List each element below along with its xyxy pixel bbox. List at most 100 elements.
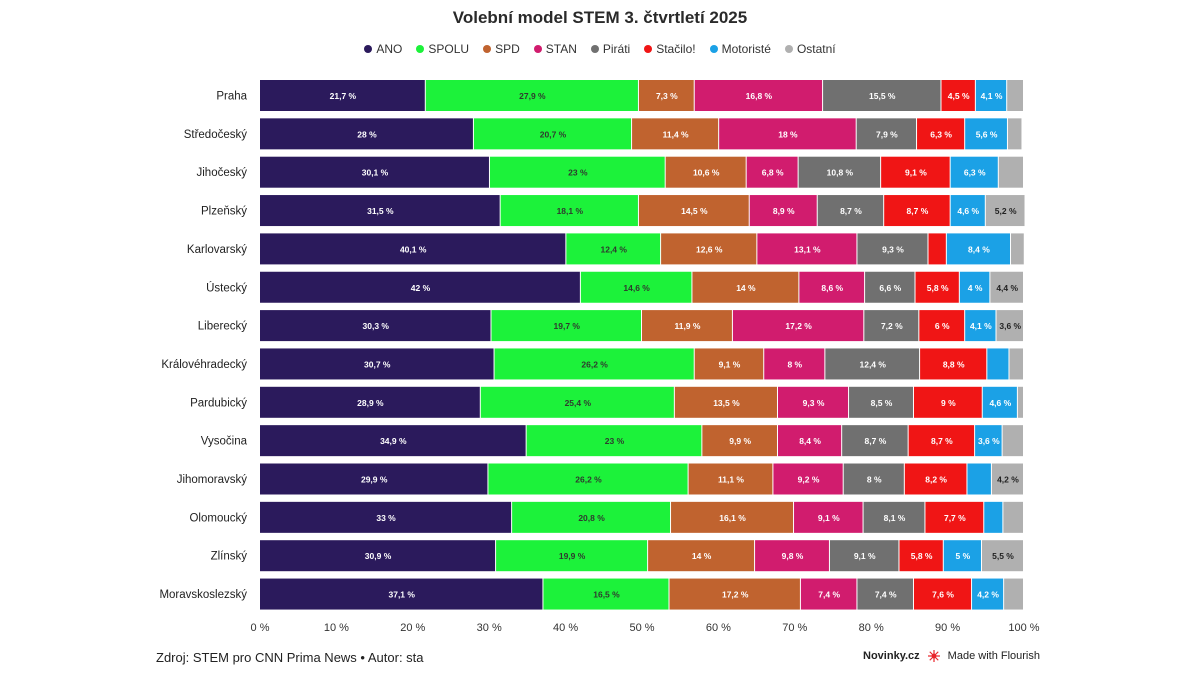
data-label: 14 % [736,283,756,293]
data-label: 9,1 % [905,168,927,178]
data-label: 8,4 % [799,436,821,446]
data-label: 9,3 % [882,244,904,254]
data-label: 8,7 % [840,206,862,216]
x-tick-label: 90 % [935,622,960,634]
data-label: 6,3 % [964,168,986,178]
data-label: 11,9 % [674,321,700,331]
data-label: 5,8 % [927,283,949,293]
data-label: 19,9 % [559,551,586,561]
data-label: 20,8 % [578,513,605,523]
data-label: 29,9 % [361,475,388,485]
data-label: 7,3 % [656,91,678,101]
flourish-star-icon [928,650,940,662]
data-label: 3,6 % [978,436,1000,446]
data-label: 31,5 % [367,206,394,216]
data-label: 3,6 % [999,321,1021,331]
data-label: 26,2 % [581,359,608,369]
data-label: 8 % [787,359,802,369]
x-tick-label: 30 % [477,622,502,634]
category-label: Zlínský [211,551,248,563]
data-label: 8,7 % [907,206,929,216]
data-label: 4,6 % [989,398,1011,408]
data-label: 5 % [956,551,971,561]
data-label: 11,1 % [718,475,744,485]
data-label: 7,9 % [876,129,898,139]
bar-segment [1003,425,1023,456]
data-label: 9,1 % [818,513,840,523]
data-label: 4,2 % [977,590,999,600]
data-label: 12,4 % [600,244,627,254]
data-label: 28 % [357,129,377,139]
x-tick-label: 80 % [859,622,884,634]
footer-credits: Novinky.cz Made with Flourish [863,650,1040,662]
data-label: 8 % [867,475,882,485]
bar-segment [999,157,1023,188]
category-label: Plzeňský [201,206,247,218]
bar-segment [987,348,1008,379]
data-label: 33 % [376,513,396,523]
data-label: 30,7 % [364,359,391,369]
category-label: Jihomoravský [177,474,248,486]
data-label: 16,1 % [719,513,746,523]
data-label: 8,5 % [871,398,893,408]
data-label: 12,4 % [859,359,886,369]
bar-segment [1004,579,1023,610]
data-label: 16,8 % [746,91,773,101]
data-label: 30,1 % [362,168,389,178]
data-label: 4,2 % [997,475,1019,485]
data-label: 4,5 % [948,91,970,101]
data-label: 37,1 % [388,590,415,600]
bar-segment [1018,387,1023,418]
data-label: 8,8 % [943,359,965,369]
data-label: 8,6 % [821,283,843,293]
data-label: 19,7 % [554,321,581,331]
made-with-flourish-link[interactable]: Made with Flourish [948,650,1040,662]
data-label: 8,1 % [884,513,906,523]
x-tick-label: 0 % [251,622,270,634]
data-label: 17,2 % [785,321,812,331]
data-label: 13,1 % [794,244,821,254]
data-label: 18 % [778,129,798,139]
data-label: 15,5 % [869,91,896,101]
x-tick-label: 50 % [629,622,654,634]
category-label: Ústecký [206,281,247,294]
data-label: 9,1 % [719,359,741,369]
data-label: 23 % [605,436,625,446]
data-label: 21,7 % [330,91,357,101]
data-label: 6,6 % [879,283,901,293]
category-label: Praha [216,91,247,103]
data-label: 9,8 % [782,551,804,561]
data-label: 7,2 % [881,321,903,331]
data-label: 14,5 % [681,206,708,216]
data-label: 7,4 % [875,590,897,600]
data-label: 6 % [935,321,950,331]
bar-segment [1011,233,1024,264]
data-label: 9,2 % [798,475,820,485]
data-label: 5,2 % [995,206,1017,216]
data-label: 10,6 % [693,168,720,178]
data-label: 9 % [941,398,956,408]
category-label: Karlovarský [187,244,247,256]
data-label: 30,3 % [363,321,390,331]
data-label: 9,3 % [803,398,825,408]
data-label: 11,4 % [663,129,689,139]
data-label: 8,2 % [925,475,947,485]
data-label: 8,7 % [931,436,953,446]
category-label: Olomoucký [189,512,247,524]
data-label: 8,7 % [865,436,887,446]
data-label: 10,8 % [827,168,854,178]
bar-segment [1007,80,1023,111]
data-label: 16,5 % [593,590,620,600]
bar-segment [1009,348,1023,379]
data-label: 20,7 % [540,129,567,139]
stacked-bar-chart: Praha 21,7 % 27,9 % 7,3 % 16,8 % 15,5 % 4,5 % 4… [0,0,1200,675]
brand-logo[interactable]: Novinky.cz [863,650,920,662]
x-tick-label: 40 % [553,622,578,634]
data-label: 9,9 % [729,436,751,446]
bar-segment [967,464,990,495]
data-label: 9,1 % [854,551,876,561]
data-label: 4 % [968,283,983,293]
data-label: 12,6 % [696,244,723,254]
data-label: 25,4 % [565,398,592,408]
data-label: 34,9 % [380,436,407,446]
